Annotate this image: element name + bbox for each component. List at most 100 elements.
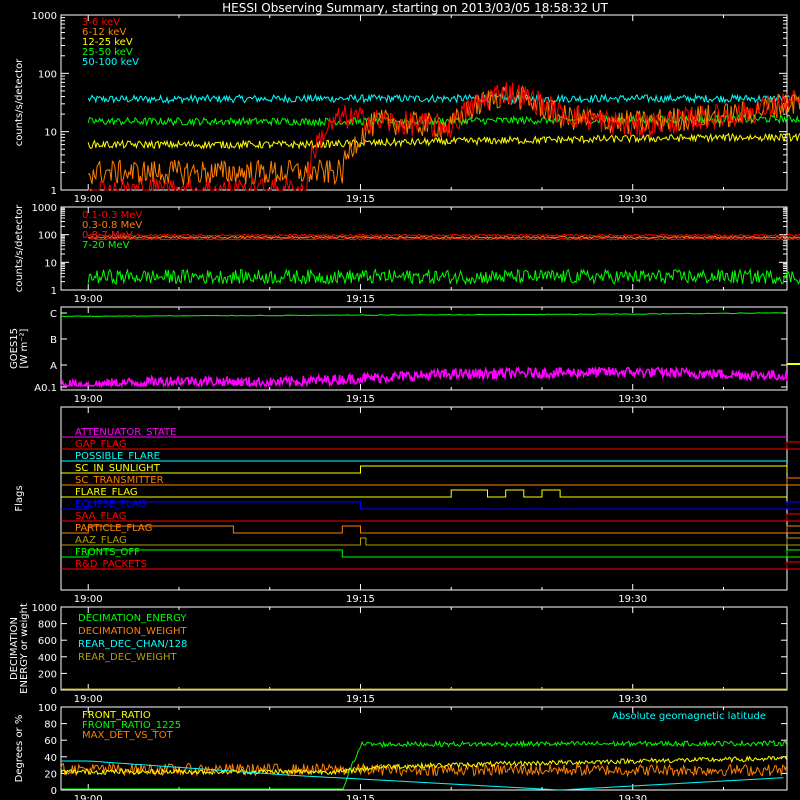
legend-entry: FRONT_RATIO xyxy=(82,710,151,721)
y-tick-label: 40 xyxy=(44,753,57,764)
flag-label: FLARE_FLAG xyxy=(75,487,138,498)
y-tick-label: 200 xyxy=(38,669,57,680)
legend-entry: MAX_DET_VS_TOT xyxy=(82,730,174,741)
series-goes-long-line xyxy=(60,312,784,318)
panel-goes: 19:0019:1519:3019:4520:0020:1520:30GOES1… xyxy=(9,306,800,405)
panel-hxr: 19:0019:1519:3019:4520:0020:1520:30count… xyxy=(14,11,800,205)
series-max-det-vs-tot-line xyxy=(60,762,787,778)
series-7-20-mev-line xyxy=(87,267,800,286)
flag-flare-flag-line xyxy=(61,489,787,498)
y-tick-label: B xyxy=(50,335,57,346)
flag-label: PARTICLE_FLAG xyxy=(75,523,152,534)
series-goes-short-line xyxy=(60,365,788,389)
flag-particle-flag-line xyxy=(61,525,800,534)
x-tick-label: 19:00 xyxy=(74,694,103,705)
y-axis-label: Degrees or % xyxy=(14,715,25,783)
legend-entry: DECIMATION_WEIGHT xyxy=(78,626,187,637)
y-tick-label: 100 xyxy=(38,69,57,80)
flag-label: ECLIPSE_FLAG xyxy=(75,499,146,510)
y-tick-label: 1000 xyxy=(32,603,57,614)
panel-decimation: 19:0019:1519:3019:4520:0020:1520:30DECIM… xyxy=(9,603,788,705)
panel-frame xyxy=(60,14,788,191)
panel-flags: 19:0019:1519:3019:4520:0020:1520:30Flags… xyxy=(14,406,800,605)
y-tick-label: 100 xyxy=(38,703,57,714)
flag-r-d-packets-line xyxy=(61,561,800,570)
flag-label: GAP_FLAG xyxy=(75,439,127,450)
flag-label: AAZ_FLAG xyxy=(75,535,127,546)
flag-label: SC_IN_SUNLIGHT xyxy=(75,463,161,474)
legend-entry: 6-12 keV xyxy=(82,27,126,38)
x-tick-label: 19:30 xyxy=(618,594,647,605)
x-tick-label: 19:15 xyxy=(346,694,375,705)
legend-entry: 0.8-7 MeV xyxy=(82,230,133,241)
geomagnetic-latitude-annotation: Absolute geomagnetic latitude xyxy=(612,711,766,722)
x-tick-label: 19:15 xyxy=(346,294,375,305)
series-0-1-0-3-mev-line xyxy=(88,233,800,238)
y-tick-label: A0.1 xyxy=(34,383,57,394)
y-tick-label: 100 xyxy=(38,231,57,242)
flag-label: POSSIBLE_FLARE xyxy=(75,451,160,462)
series-3-6-kev-line xyxy=(88,81,800,192)
y-tick-label: 1 xyxy=(51,186,57,197)
legend-entry: 0.3-0.8 MeV xyxy=(82,220,142,231)
x-tick-label: 19:30 xyxy=(618,194,647,205)
y-tick-label: 0 xyxy=(51,686,57,697)
series-0-3-0-8-mev-line xyxy=(87,235,800,240)
panel-ratio: 19:0019:1519:3019:4520:0020:1520:30Degre… xyxy=(14,703,788,800)
flag-eclipse-flag-line xyxy=(61,501,800,510)
y-tick-label: 400 xyxy=(38,653,57,664)
flag-fronts-off-line xyxy=(61,549,800,558)
x-tick-label: 19:15 xyxy=(346,394,375,405)
panel-gamma: 19:0019:1519:3019:4520:0020:1520:30count… xyxy=(14,203,800,305)
panel-frame xyxy=(60,406,788,591)
flag-label: SC_TRANSMITTER xyxy=(75,475,164,486)
y-axis-label: [W m⁻²] xyxy=(19,328,30,368)
x-tick-label: 19:00 xyxy=(74,194,103,205)
x-tick-label: 19:00 xyxy=(74,794,103,800)
flag-sc-in-sunlight-line xyxy=(61,465,788,474)
x-tick-label: 19:00 xyxy=(74,294,103,305)
y-tick-label: 0 xyxy=(51,786,57,797)
panel-frame xyxy=(60,606,788,691)
series-12-25-kev-line xyxy=(87,132,800,151)
y-tick-label: A xyxy=(50,361,57,372)
flag-label: FRONTS_OFF xyxy=(75,547,140,558)
y-tick-label: 10 xyxy=(44,128,57,139)
series-25-50-kev-line xyxy=(87,113,800,128)
legend-entry: DECIMATION_ENERGY xyxy=(78,613,187,624)
y-tick-label: 1000 xyxy=(32,203,57,214)
x-tick-label: 19:30 xyxy=(618,294,647,305)
flag-label: ATTENUATOR_STATE xyxy=(75,427,176,438)
x-tick-label: 19:15 xyxy=(346,194,375,205)
y-axis-label: ENERGY or weight xyxy=(19,603,30,694)
legend-entry: REAR_DEC_WEIGHT xyxy=(78,652,177,663)
y-tick-label: 20 xyxy=(44,769,57,780)
y-tick-label: 10 xyxy=(44,258,57,269)
y-axis-label: counts/s/detector xyxy=(14,204,25,292)
y-tick-label: 600 xyxy=(38,636,57,647)
series-front-ratio-1225-line xyxy=(61,739,787,790)
x-tick-label: 19:15 xyxy=(346,594,375,605)
flag-aaz-flag-line xyxy=(61,537,800,546)
legend-entry: REAR_DEC_CHAN/128 xyxy=(78,639,187,650)
figure-title: HESSI Observing Summary, starting on 201… xyxy=(222,1,608,15)
series-0-8-7-mev-line xyxy=(88,237,800,241)
y-axis-label: GOES15 xyxy=(9,328,20,369)
x-tick-label: 19:00 xyxy=(74,594,103,605)
legend-entry: FRONT_RATIO_1225 xyxy=(82,720,181,731)
y-axis-label: Flags xyxy=(14,485,25,511)
x-tick-label: 19:30 xyxy=(618,694,647,705)
y-tick-label: 1 xyxy=(51,286,57,297)
series-geomagnetic-latitude-line xyxy=(61,760,784,791)
panel-frame xyxy=(60,306,788,391)
x-tick-label: 19:30 xyxy=(618,394,647,405)
x-tick-label: 19:30 xyxy=(618,794,647,800)
legend-entry: 25-50 keV xyxy=(82,47,133,58)
legend-entry: 3-6 keV xyxy=(82,17,120,28)
y-tick-label: C xyxy=(50,309,57,320)
flag-saa-flag-line xyxy=(61,513,800,522)
flag-label: R&D_PACKETS xyxy=(75,559,147,570)
y-axis-label: counts/s/detector xyxy=(14,58,25,146)
y-axis-label: DECIMATION xyxy=(9,617,20,680)
flag-gap-flag-line xyxy=(61,441,800,450)
